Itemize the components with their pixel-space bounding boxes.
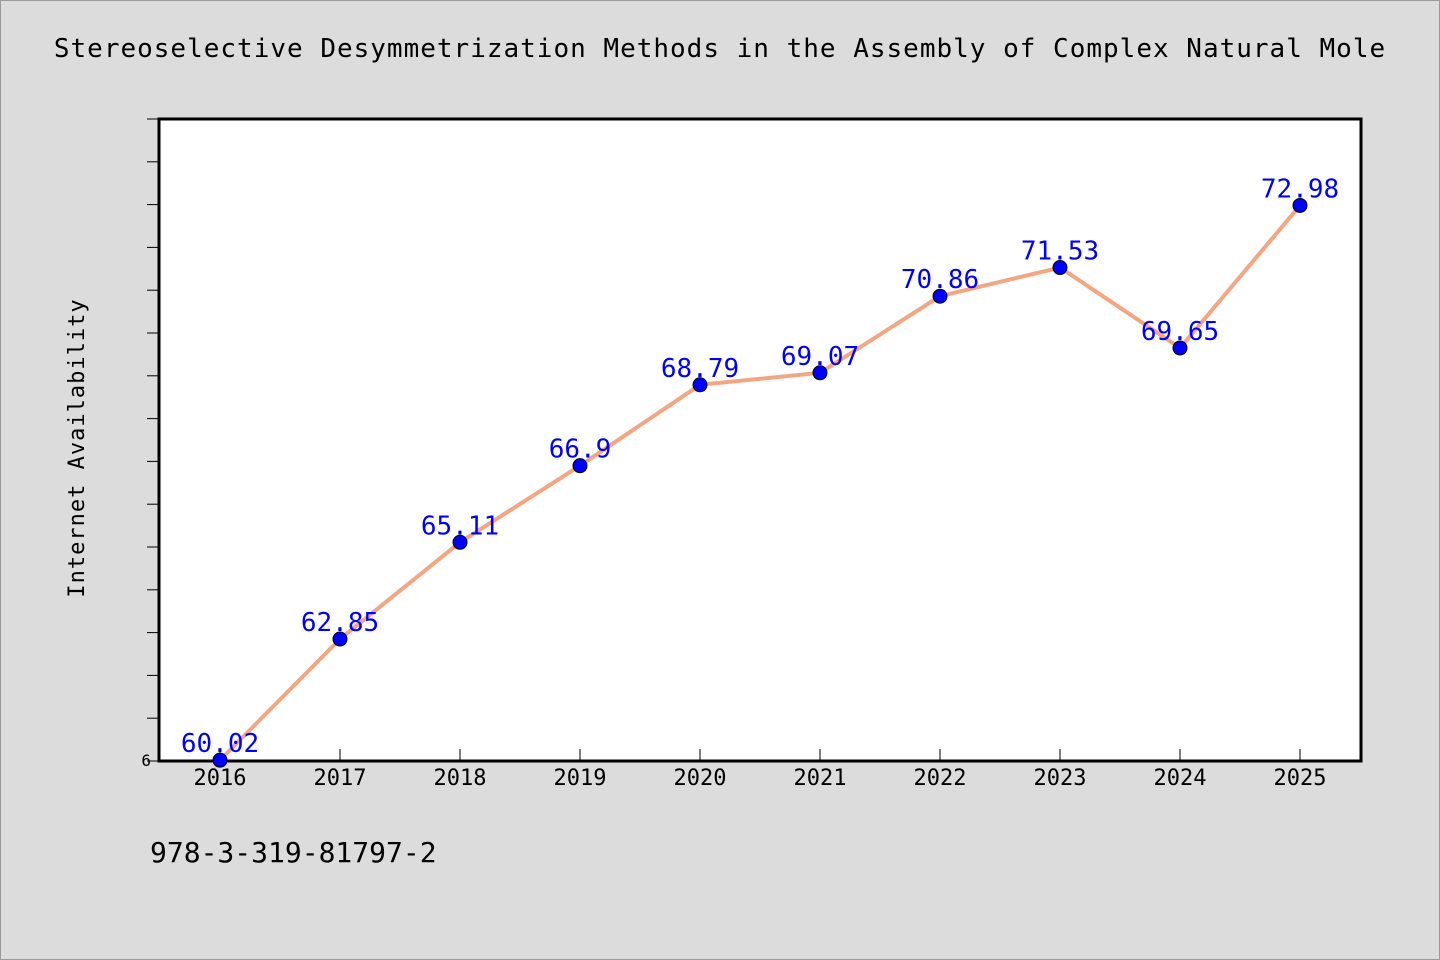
x-tick-label: 2018 (434, 766, 487, 791)
data-label: 65.11 (421, 511, 499, 541)
data-label: 60.02 (181, 729, 259, 759)
series-line (218, 203, 1302, 763)
data-point (692, 377, 708, 393)
x-tick-label: 2016 (194, 766, 247, 791)
data-point (452, 534, 468, 550)
x-tick-label: 2019 (554, 766, 607, 791)
data-point (212, 752, 228, 768)
y-tick-label: 6 (141, 751, 151, 770)
x-tick-label: 2022 (914, 766, 967, 791)
x-tick-label: 2020 (674, 766, 727, 791)
series-line-group (218, 203, 1302, 763)
x-tick-label: 2023 (1034, 766, 1087, 791)
data-label: 70.86 (901, 265, 979, 295)
data-label: 69.07 (781, 342, 859, 372)
x-tick-label: 2024 (1154, 766, 1207, 791)
y-axis-label: Internet Availability (65, 298, 90, 597)
data-point (932, 288, 948, 304)
x-axis-ticks: 2016 2017 2018 2019 2020 2021 2022 2023 2024 2025 (194, 749, 1327, 791)
data-point (572, 458, 588, 474)
data-label: 72.98 (1261, 174, 1339, 204)
data-point (1292, 197, 1308, 213)
data-label: 62.85 (301, 608, 379, 638)
data-labels-group: 60.02 62.85 65.11 66.9 68.79 69.07 70.86 71.53 6… (181, 174, 1339, 759)
data-point (812, 365, 828, 381)
plot-area (157, 117, 1363, 763)
data-point (1052, 260, 1068, 276)
data-label: 69.65 (1141, 317, 1219, 347)
series-points-group (212, 197, 1308, 768)
x-tick-label: 2021 (794, 766, 847, 791)
data-label: 71.53 (1021, 237, 1099, 267)
x-tick-label: 2025 (1274, 766, 1327, 791)
data-label: 68.79 (661, 354, 739, 384)
y-axis-ticks: 6 (141, 118, 159, 770)
data-point (1172, 340, 1188, 356)
footer-isbn: 978-3-319-81797-2 (150, 836, 437, 869)
data-point (332, 631, 348, 647)
x-tick-label: 2017 (314, 766, 367, 791)
chart-title: Stereoselective Desymmetrization Methods… (53, 34, 1387, 64)
data-label: 66.9 (549, 435, 612, 465)
